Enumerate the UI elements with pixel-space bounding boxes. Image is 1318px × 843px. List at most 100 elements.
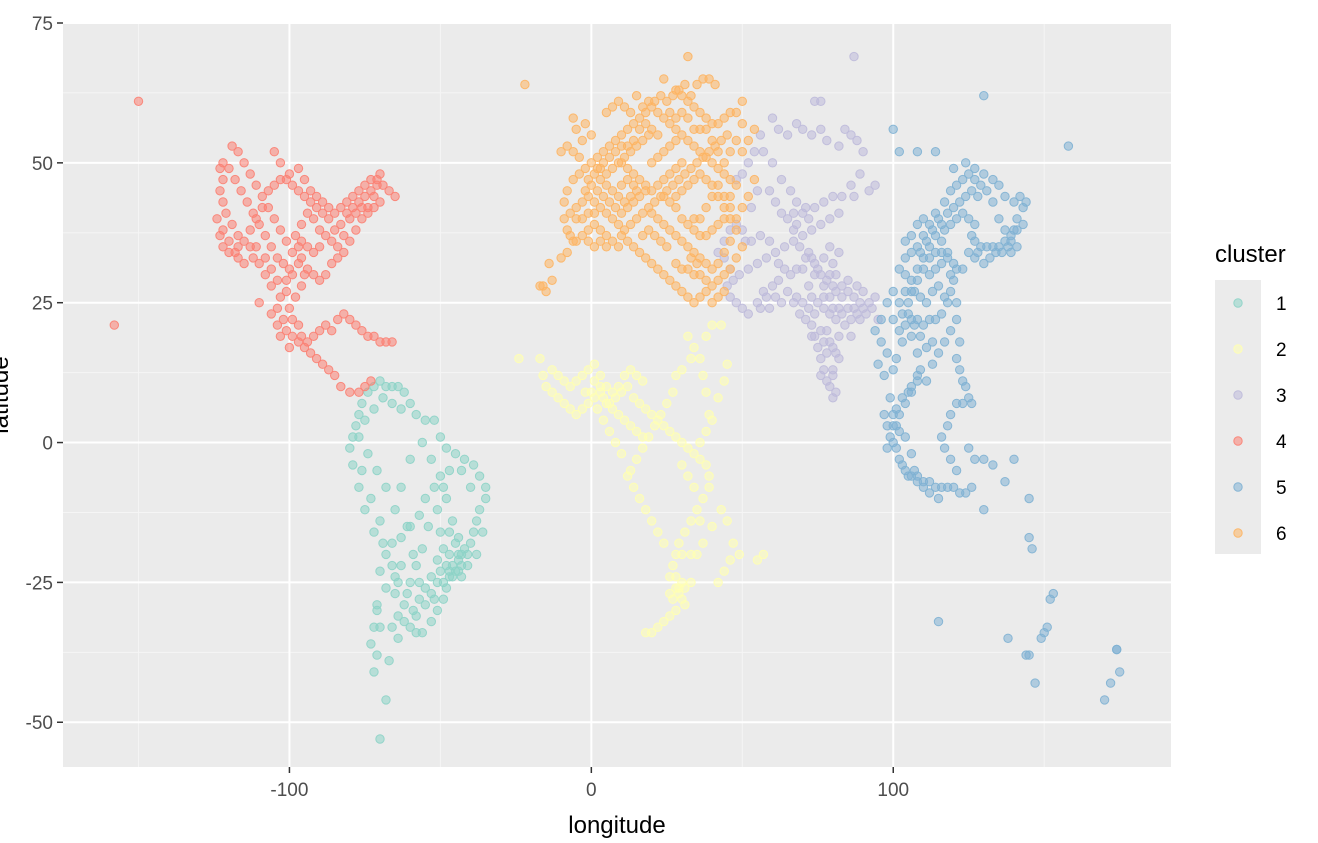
data-point-cluster-4 (230, 174, 240, 185)
data-point-cluster-3 (831, 286, 841, 297)
data-point-cluster-6 (683, 135, 693, 146)
data-point-cluster-3 (819, 197, 829, 207)
data-point-cluster-5 (967, 398, 977, 409)
data-point-cluster-4 (293, 320, 304, 330)
data-point-cluster-2 (638, 443, 648, 453)
data-point-cluster-6 (583, 225, 593, 235)
data-point-cluster-6 (707, 180, 717, 190)
data-point-cluster-4 (339, 309, 349, 319)
data-point-cluster-5 (900, 320, 910, 330)
data-point-cluster-6 (692, 79, 702, 90)
data-point-cluster-4 (284, 342, 295, 353)
data-point-cluster-4 (314, 242, 325, 252)
data-point-cluster-5 (951, 465, 962, 476)
data-point-cluster-4 (384, 186, 394, 196)
data-point-cluster-6 (653, 214, 663, 224)
data-point-cluster-6 (707, 225, 717, 235)
data-point-cluster-2 (668, 387, 678, 397)
data-point-cluster-2 (641, 404, 651, 414)
data-point-cluster-4 (302, 208, 313, 218)
data-point-cluster-6 (650, 96, 660, 107)
data-point-cluster-1 (426, 572, 436, 582)
data-point-cluster-4 (242, 197, 252, 207)
data-point-cluster-1 (420, 600, 430, 610)
data-point-cluster-4 (354, 197, 364, 207)
data-point-cluster-5 (939, 197, 950, 207)
data-point-cluster-5 (964, 443, 974, 453)
data-point-cluster-5 (921, 236, 932, 246)
data-point-cluster-3 (752, 186, 763, 196)
data-point-cluster-3 (801, 253, 811, 263)
data-point-cluster-6 (653, 130, 663, 140)
data-point-cluster-5 (918, 482, 929, 492)
data-point-cluster-5 (1115, 667, 1125, 677)
data-point-cluster-1 (456, 549, 467, 560)
data-point-cluster-4 (363, 208, 373, 218)
data-point-cluster-6 (680, 79, 690, 90)
data-point-cluster-5 (900, 432, 910, 442)
data-point-cluster-5 (882, 298, 892, 308)
data-point-cluster-6 (616, 130, 627, 140)
data-point-cluster-5 (882, 348, 892, 358)
data-point-cluster-2 (616, 449, 627, 459)
data-point-cluster-4 (251, 180, 261, 190)
data-point-cluster-4 (299, 174, 310, 185)
data-point-cluster-3 (798, 230, 808, 241)
x-tick-label: -100 (270, 780, 308, 801)
data-point-cluster-6 (580, 119, 590, 129)
data-point-cluster-1 (468, 460, 479, 470)
data-point-cluster-5 (900, 398, 910, 409)
data-point-cluster-6 (707, 281, 717, 291)
legend-key-4 (1233, 436, 1243, 446)
data-point-cluster-4 (308, 331, 319, 341)
data-point-cluster-5 (948, 163, 959, 174)
data-point-cluster-6 (544, 258, 554, 269)
data-point-cluster-6 (638, 208, 648, 218)
data-point-cluster-5 (1003, 633, 1013, 643)
data-point-cluster-1 (456, 465, 467, 476)
data-point-cluster-3 (837, 191, 847, 202)
data-point-cluster-3 (834, 141, 844, 151)
data-point-cluster-6 (671, 281, 681, 291)
data-point-cluster-5 (912, 477, 923, 487)
data-point-cluster-3 (846, 180, 856, 190)
data-point-cluster-5 (894, 326, 904, 336)
data-point-cluster-5 (994, 180, 1004, 190)
data-point-cluster-5 (894, 454, 904, 464)
data-point-cluster-6 (683, 292, 693, 302)
data-point-cluster-6 (665, 275, 675, 285)
data-point-cluster-6 (731, 253, 741, 263)
data-point-cluster-4 (215, 186, 225, 196)
data-point-cluster-2 (683, 471, 693, 481)
data-point-cluster-1 (345, 443, 355, 453)
data-point-cluster-4 (278, 258, 289, 269)
data-point-cluster-1 (369, 527, 379, 537)
data-point-cluster-6 (610, 202, 621, 213)
data-point-cluster-5 (1030, 678, 1040, 688)
data-point-cluster-3 (849, 191, 859, 202)
data-point-cluster-3 (782, 214, 793, 224)
data-point-cluster-4 (245, 169, 255, 179)
data-point-cluster-2 (707, 521, 717, 532)
data-point-cluster-6 (671, 135, 681, 146)
data-point-cluster-6 (580, 186, 590, 196)
data-point-cluster-3 (779, 242, 790, 252)
data-point-cluster-2 (631, 370, 642, 381)
data-point-cluster-6 (671, 191, 681, 202)
data-point-cluster-3 (834, 208, 844, 218)
data-point-cluster-5 (967, 230, 977, 241)
data-point-cluster-1 (402, 588, 412, 599)
data-point-cluster-3 (807, 331, 817, 341)
data-point-cluster-6 (662, 96, 672, 107)
data-point-cluster-2 (653, 622, 663, 632)
data-point-cluster-3 (816, 270, 826, 280)
data-point-cluster-5 (933, 616, 944, 627)
scatter-points (109, 51, 1125, 744)
data-point-cluster-5 (955, 197, 965, 207)
data-point-cluster-6 (665, 197, 675, 207)
data-point-cluster-1 (481, 493, 491, 504)
data-point-cluster-6 (659, 113, 669, 123)
data-point-cluster-1 (414, 510, 424, 520)
data-point-cluster-6 (610, 135, 621, 146)
data-point-cluster-5 (964, 247, 974, 258)
